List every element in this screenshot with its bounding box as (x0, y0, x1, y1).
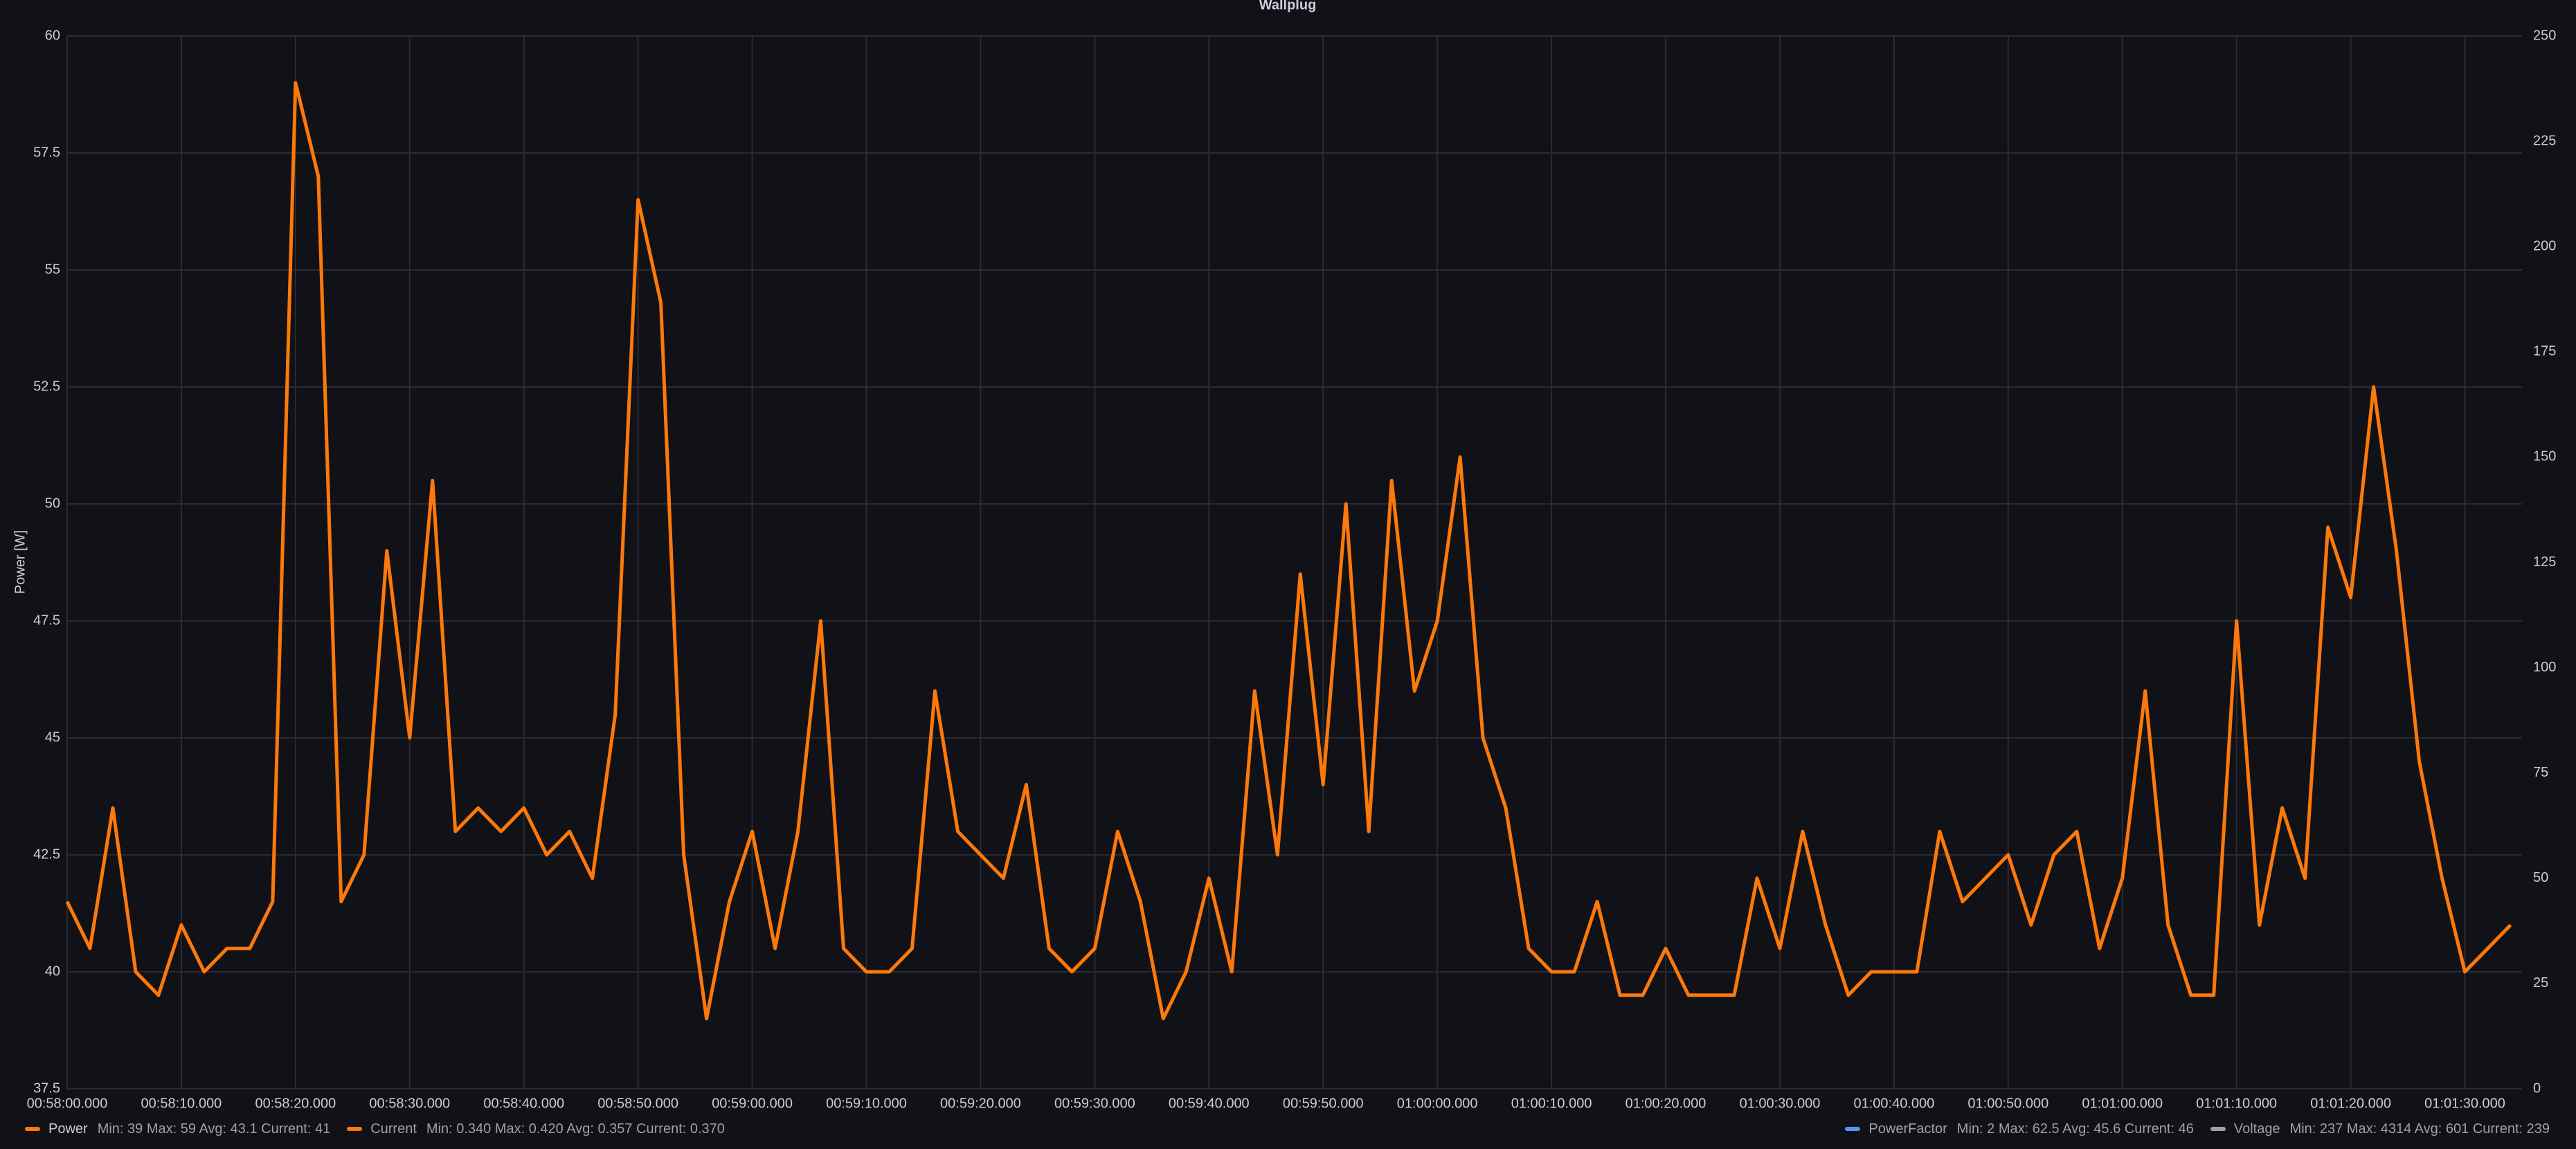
legend-item[interactable]: Current Min: 0.340 Max: 0.420 Avg: 0.357 … (347, 1121, 725, 1137)
chart: Wallplug Power [W] 37.5 40 42.5 45 47.5 50 52.… (12, 0, 2556, 1111)
legend-swatch (2210, 1127, 2226, 1131)
y-tick-label: 47.5 (33, 613, 60, 628)
x-tick-label: 01:01:20.000 (2310, 1096, 2391, 1111)
legend-swatch (1845, 1127, 1861, 1131)
legend-swatch (25, 1127, 40, 1131)
legend-stats: Min: 2 Max: 62.5 Avg: 45.6 Current: 46 (1956, 1121, 2194, 1137)
legend-item[interactable]: Power Min: 39 Max: 59 Avg: 43.1 Current: … (25, 1121, 330, 1137)
x-tick-label: 01:00:40.000 (1853, 1096, 1934, 1111)
x-tick-label: 00:59:10.000 (826, 1096, 907, 1111)
x-tick-label: 01:01:30.000 (2424, 1096, 2505, 1111)
legend-item[interactable]: Voltage Min: 237 Max: 4314 Avg: 601 Curre… (2210, 1121, 2550, 1137)
y2-tick-label: 0 (2533, 1080, 2541, 1096)
x-tick-label: 00:58:30.000 (369, 1096, 450, 1111)
x-tick-label: 01:01:00.000 (2082, 1096, 2163, 1111)
y-axis-label: Power [W] (12, 530, 28, 594)
x-tick-label: 01:00:20.000 (1625, 1096, 1706, 1111)
x-tick-label: 00:59:20.000 (940, 1096, 1021, 1111)
legend-stats: Min: 39 Max: 59 Avg: 43.1 Current: 41 (97, 1121, 331, 1137)
y2-tick-label: 25 (2533, 975, 2548, 990)
legend-left: Power Min: 39 Max: 59 Avg: 43.1 Current: … (25, 1117, 741, 1141)
legend-name: PowerFactor (1868, 1121, 1947, 1137)
y2-tick-label: 175 (2533, 344, 2556, 359)
legend-stats: Min: 0.340 Max: 0.420 Avg: 0.357 Current… (426, 1121, 725, 1137)
legend-name: Current (370, 1121, 417, 1137)
y2-tick-label: 150 (2533, 449, 2556, 464)
y2-tick-label: 50 (2533, 870, 2548, 885)
series-line (65, 81, 2512, 1021)
x-tick-label: 01:00:30.000 (1740, 1096, 1821, 1111)
x-tick-label: 00:58:40.000 (483, 1096, 564, 1111)
y-tick-label: 57.5 (33, 145, 60, 160)
y-tick-label: 60 (45, 28, 60, 43)
legend-swatch (347, 1127, 363, 1131)
y-tick-label: 40 (45, 963, 60, 979)
y2-tick-label: 100 (2533, 660, 2556, 675)
y-tick-label: 42.5 (33, 847, 60, 862)
y2-tick-label: 125 (2533, 554, 2556, 570)
x-tick-label: 00:59:00.000 (712, 1096, 793, 1111)
y2-tick-label: 225 (2533, 133, 2556, 148)
y-tick-label: 37.5 (33, 1080, 60, 1096)
legend-item[interactable]: PowerFactor Min: 2 Max: 62.5 Avg: 45.6 Cu… (1845, 1121, 2194, 1137)
legend-stats: Min: 237 Max: 4314 Avg: 601 Current: 239 (2289, 1121, 2550, 1137)
x-tick-label: 01:00:00.000 (1397, 1096, 1478, 1111)
x-tick-label: 00:58:50.000 (597, 1096, 678, 1111)
x-tick-label: 00:59:30.000 (1054, 1096, 1135, 1111)
x-tick-label: 01:00:10.000 (1511, 1096, 1592, 1111)
legend-right: PowerFactor Min: 2 Max: 62.5 Avg: 45.6 Cu… (1845, 1117, 2566, 1141)
y2-tick-label: 200 (2533, 238, 2556, 253)
x-tick-label: 00:58:20.000 (255, 1096, 336, 1111)
legend-name: Power (48, 1121, 88, 1137)
x-tick-label: 00:58:00.000 (27, 1096, 108, 1111)
chart-title: Wallplug (1259, 0, 1317, 12)
legend-name: Voltage (2233, 1121, 2280, 1137)
y-tick-label: 45 (45, 730, 60, 745)
x-tick-label: 01:00:50.000 (1967, 1096, 2048, 1111)
x-tick-label: 01:01:10.000 (2196, 1096, 2277, 1111)
y2-tick-label: 75 (2533, 765, 2548, 780)
y-tick-label: 55 (45, 262, 60, 277)
x-tick-label: 00:58:10.000 (141, 1096, 222, 1111)
x-tick-label: 00:59:40.000 (1169, 1096, 1250, 1111)
y-tick-label: 52.5 (33, 379, 60, 394)
x-tick-label: 00:59:50.000 (1283, 1096, 1364, 1111)
y2-tick-label: 250 (2533, 28, 2556, 43)
y-tick-label: 50 (45, 496, 60, 511)
